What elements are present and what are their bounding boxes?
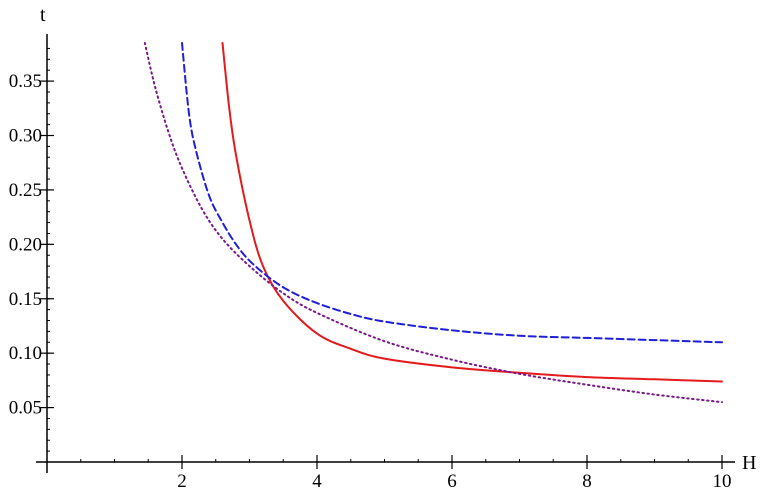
y-ticks: 0.05 0.10 0.15 0.20 0.25 0.30 0.35 (9, 71, 54, 419)
y-tick-label: 0.15 (9, 289, 42, 310)
x-tick-label: 2 (177, 471, 187, 492)
series-line-1-solid (221, 42, 723, 383)
y-tick-label: 0.05 (9, 398, 42, 419)
series-group (143, 42, 723, 404)
x-tick-label: 6 (447, 471, 457, 492)
y-tick-label: 0.20 (9, 234, 42, 255)
x-tick-label: 8 (582, 471, 592, 492)
x-tick-label: 10 (713, 471, 732, 492)
y-tick-label: 0.35 (9, 71, 42, 92)
y-axis-label: t (40, 4, 46, 26)
minor-ticks (47, 47, 723, 462)
x-tick-label: 4 (312, 471, 322, 492)
series-line-3-dotted (143, 42, 723, 404)
y-tick-label: 0.30 (9, 126, 42, 147)
x-axis-label: H (742, 452, 756, 474)
series-line-2-dashed (181, 42, 723, 344)
y-tick-label: 0.10 (9, 343, 42, 364)
x-ticks: 2 4 6 8 10 (177, 455, 732, 492)
y-tick-label: 0.25 (9, 180, 42, 201)
